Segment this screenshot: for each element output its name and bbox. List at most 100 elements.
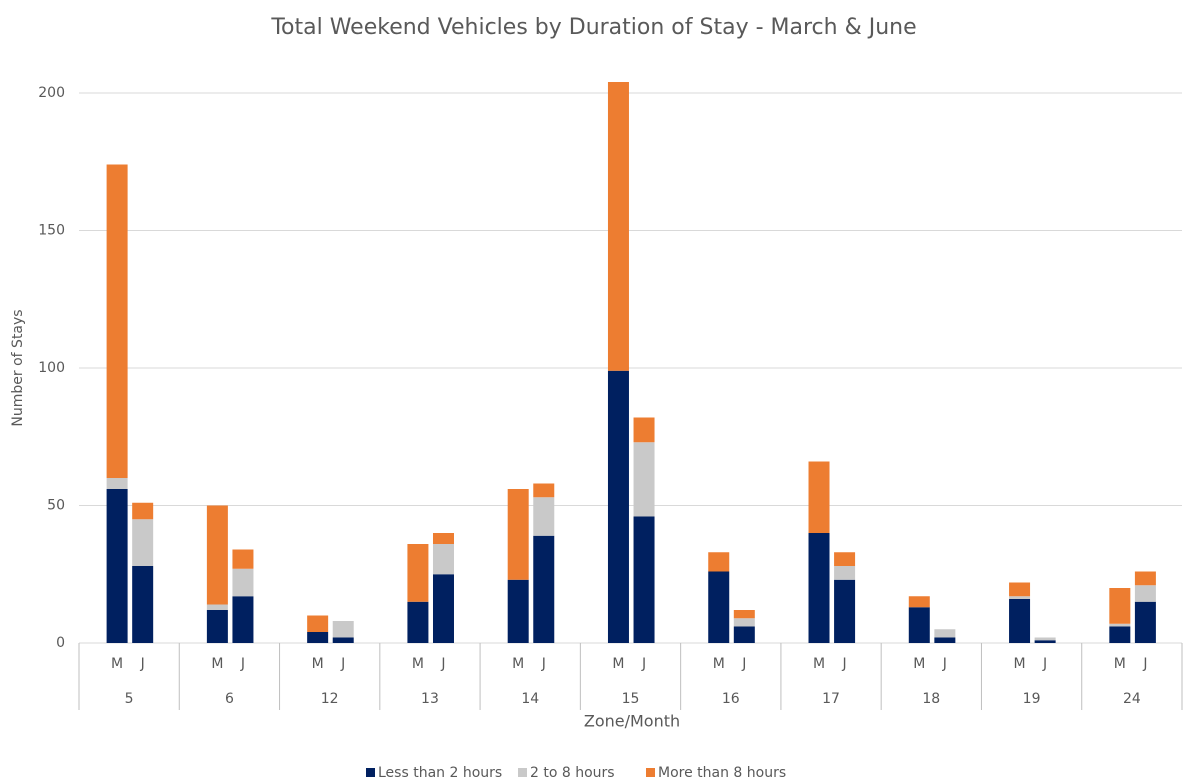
x-tick-label: J [140,656,145,672]
group-label: 14 [521,691,539,707]
bar-segment [834,552,856,566]
y-axis-title: Number of Stays [10,309,26,426]
bar-segment [132,502,154,520]
bar-segment [232,596,254,643]
bar-segment [934,637,956,643]
bar-segment [908,596,930,608]
x-tick-label: M [1114,656,1126,672]
bar-segment [106,478,128,489]
x-tick-label: M [312,656,324,672]
bar-segment [607,82,629,371]
bar-segment [206,604,228,610]
y-tick-label: 0 [56,635,65,651]
x-tick-label: M [211,656,223,672]
bar-segment [808,461,830,533]
bar-segment [206,610,228,643]
bar-segment [1009,599,1031,643]
x-tick-label: M [512,656,524,672]
bar-segment [206,505,228,605]
bar-segment [232,549,254,569]
bar-segment [106,164,128,478]
x-tick-label: J [842,656,847,672]
bar-segment [1109,623,1131,627]
group-label: 17 [822,691,840,707]
bar-segment [633,417,655,443]
bar-segment [533,535,555,643]
x-tick-label: M [713,656,725,672]
y-tick-label: 200 [38,85,65,101]
x-tick-label: J [942,656,947,672]
x-axis-title: Zone/Month [584,712,680,731]
bar-segment [908,607,930,643]
bar-segment [307,632,329,643]
legend-swatch [366,768,375,777]
x-tick-label: J [541,656,546,672]
bar-segment [1109,626,1131,643]
bar-segment [708,552,730,572]
bar-segment [432,533,454,544]
x-tick-label: J [641,656,646,672]
group-label: 13 [421,691,439,707]
bar-segment [533,497,555,536]
x-tick-label: M [813,656,825,672]
bar-segment [132,566,154,643]
bar-segment [733,626,755,643]
bar-segment [1009,596,1031,599]
x-tick-label: M [612,656,624,672]
bar-segment [708,571,730,643]
bar-segment [934,629,956,638]
bar-segment [733,618,755,627]
legend-swatch [646,768,655,777]
legend-label: 2 to 8 hours [530,765,615,781]
bar-segment [834,579,856,643]
x-tick-label: J [340,656,345,672]
bar-segment [332,621,354,638]
legend-swatch [518,768,527,777]
bar-segment [633,442,655,517]
bar-segment [1034,640,1056,643]
group-label: 15 [622,691,640,707]
group-label: 19 [1023,691,1041,707]
legend-label: Less than 2 hours [378,765,502,781]
group-label: 6 [225,691,234,707]
bar-segment [132,519,154,566]
bar-segment [733,610,755,619]
x-tick-label: M [1014,656,1026,672]
group-label: 5 [125,691,134,707]
bar-segment [307,615,329,632]
bar-segment [507,579,529,643]
bar-segment [633,516,655,643]
bar-segment [106,489,128,643]
x-tick-label: M [412,656,424,672]
bar-segment [407,544,429,602]
x-tick-label: M [913,656,925,672]
bar-segment [407,601,429,643]
bar-segment [1134,601,1156,643]
group-label: 16 [722,691,740,707]
y-tick-label: 150 [38,223,65,239]
bar-segment [1109,588,1131,624]
bar-segment [1009,582,1031,597]
x-tick-label: J [1042,656,1047,672]
bar-segment [432,544,454,575]
x-tick-label: J [1142,656,1147,672]
bar-segment [1134,585,1156,602]
y-tick-label: 100 [38,360,65,376]
bar-segment [607,370,629,643]
x-tick-label: M [111,656,123,672]
y-tick-label: 50 [47,498,65,514]
bar-segment [533,483,555,498]
x-tick-label: J [240,656,245,672]
group-label: 24 [1123,691,1141,707]
chart-title: Total Weekend Vehicles by Duration of St… [270,15,916,40]
group-label: 12 [321,691,339,707]
bar-segment [332,637,354,643]
bar-segment [232,568,254,597]
x-tick-label: J [440,656,445,672]
bar-segment [432,574,454,643]
bar-segment [834,566,856,580]
x-tick-label: J [741,656,746,672]
bar-segment [1034,637,1056,641]
legend-label: More than 8 hours [658,765,786,781]
